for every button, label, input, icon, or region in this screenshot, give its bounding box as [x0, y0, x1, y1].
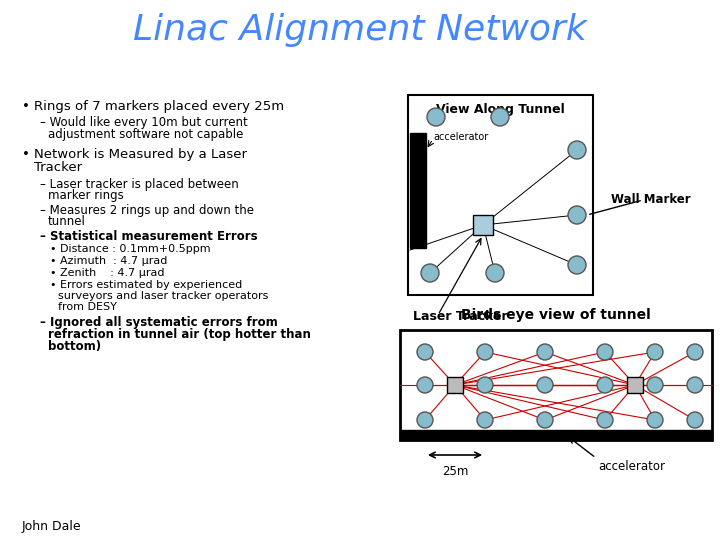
Text: surveyors and laser tracker operators: surveyors and laser tracker operators [58, 291, 269, 301]
Text: – Ignored all systematic errors from: – Ignored all systematic errors from [40, 316, 278, 329]
Text: View Along Tunnel: View Along Tunnel [436, 103, 565, 116]
Text: – Statistical measurement Errors: – Statistical measurement Errors [40, 230, 258, 243]
Text: Network is Measured by a Laser: Network is Measured by a Laser [34, 148, 247, 161]
Circle shape [427, 108, 445, 126]
Circle shape [477, 412, 493, 428]
Circle shape [647, 377, 663, 393]
Circle shape [687, 412, 703, 428]
Text: • Distance : 0.1mm+0.5ppm: • Distance : 0.1mm+0.5ppm [50, 244, 211, 254]
Circle shape [597, 412, 613, 428]
Text: refraction in tunnel air (top hotter than: refraction in tunnel air (top hotter tha… [48, 328, 311, 341]
Circle shape [597, 344, 613, 360]
Text: marker rings: marker rings [48, 189, 124, 202]
Bar [627, 377, 643, 393]
Text: Linac Alignment Network: Linac Alignment Network [133, 13, 587, 47]
Circle shape [537, 412, 553, 428]
Text: • Zenith    : 4.7 μrad: • Zenith : 4.7 μrad [50, 268, 164, 278]
Text: bottom): bottom) [48, 340, 101, 353]
Circle shape [491, 108, 509, 126]
Circle shape [647, 412, 663, 428]
Text: Birds eye view of tunnel: Birds eye view of tunnel [461, 308, 651, 322]
Text: – Would like every 10m but current: – Would like every 10m but current [40, 116, 248, 129]
Circle shape [417, 412, 433, 428]
Text: – Laser tracker is placed between: – Laser tracker is placed between [40, 178, 239, 191]
Circle shape [687, 344, 703, 360]
Text: Tracker: Tracker [34, 161, 82, 174]
Text: tunnel: tunnel [48, 215, 86, 228]
Text: accelerator: accelerator [598, 460, 665, 473]
Bar [400, 430, 712, 440]
Circle shape [486, 264, 504, 282]
Bar [408, 95, 593, 295]
Bar [447, 377, 463, 393]
Circle shape [568, 256, 586, 274]
Text: • Errors estimated by experienced: • Errors estimated by experienced [50, 280, 242, 290]
Circle shape [568, 141, 586, 159]
Circle shape [421, 264, 439, 282]
Bar [400, 330, 712, 440]
Circle shape [568, 206, 586, 224]
Text: Wall Marker: Wall Marker [611, 193, 690, 206]
Text: Laser Tracker: Laser Tracker [413, 310, 508, 323]
Text: John Dale: John Dale [22, 520, 81, 533]
Circle shape [477, 344, 493, 360]
Bar [473, 215, 493, 235]
Text: •: • [22, 100, 30, 113]
Text: from DESY: from DESY [58, 302, 117, 312]
Circle shape [537, 344, 553, 360]
Circle shape [417, 377, 433, 393]
Circle shape [537, 377, 553, 393]
Text: – Measures 2 rings up and down the: – Measures 2 rings up and down the [40, 204, 254, 217]
Text: adjustment software not capable: adjustment software not capable [48, 128, 243, 141]
Text: 25m: 25m [442, 465, 468, 478]
Circle shape [477, 377, 493, 393]
Circle shape [597, 377, 613, 393]
Text: Rings of 7 markers placed every 25m: Rings of 7 markers placed every 25m [34, 100, 284, 113]
Bar [410, 133, 426, 248]
Circle shape [647, 344, 663, 360]
Text: • Azimuth  : 4.7 μrad: • Azimuth : 4.7 μrad [50, 256, 167, 266]
Circle shape [687, 377, 703, 393]
Circle shape [417, 344, 433, 360]
Text: •: • [22, 148, 30, 161]
Text: accelerator: accelerator [433, 132, 488, 142]
